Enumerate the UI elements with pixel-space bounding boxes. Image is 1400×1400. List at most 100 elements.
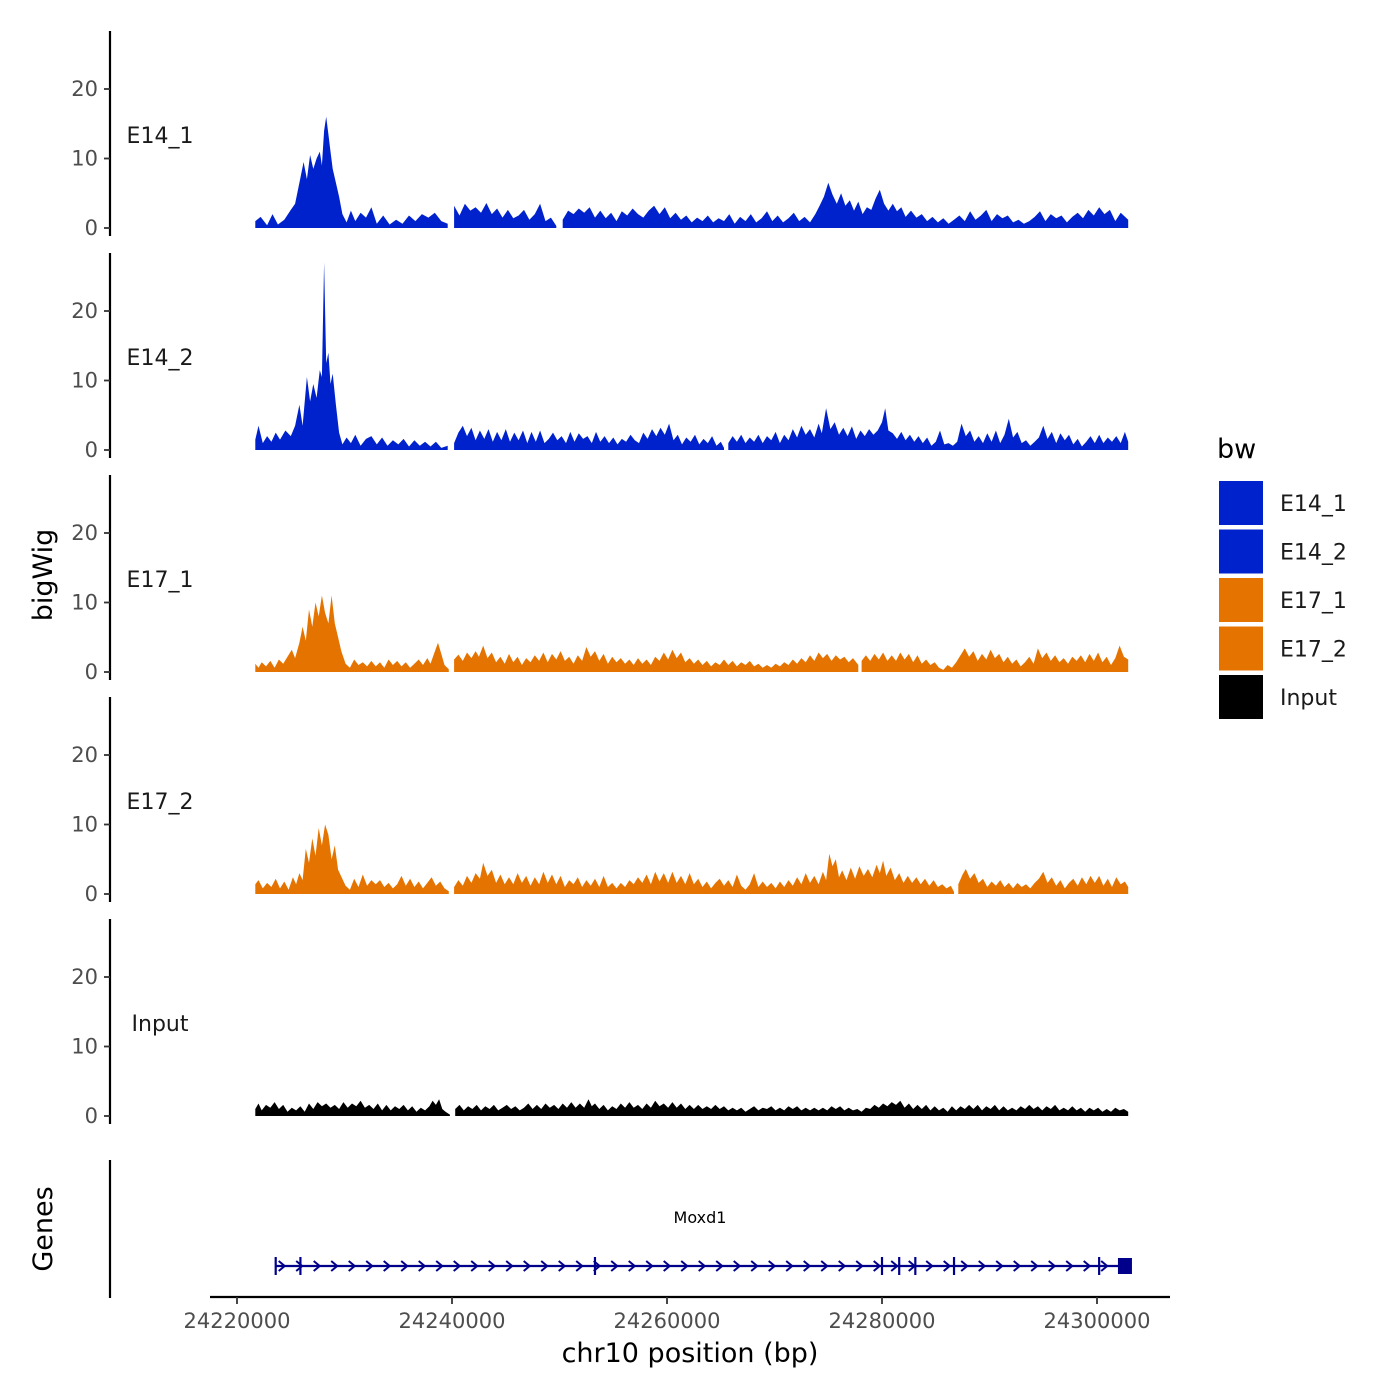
legend-key [1217,479,1265,527]
genes-axis-title: Genes [28,1186,59,1271]
strand-arrow [803,1260,812,1272]
strand-arrow [995,1260,1004,1272]
y-tick-label: 10 [71,369,98,393]
strand-arrow [680,1260,689,1272]
strand-arrow [365,1260,374,1272]
y-tick-label: 0 [85,1104,98,1128]
strand-arrow [890,1260,899,1272]
y-tick-label: 0 [85,882,98,906]
gene-label: Moxd1 [674,1208,727,1227]
track-label: Input [132,1012,189,1037]
strand-arrow [715,1260,724,1272]
strand-arrow [295,1260,304,1272]
strand-arrow [943,1260,952,1272]
y-axis-title: bigWig [28,529,59,622]
strand-arrow [313,1260,322,1272]
x-tick-label: 24240000 [399,1309,506,1333]
strand-arrow [435,1260,444,1272]
y-tick-label: 20 [71,743,98,767]
y-tick-label: 20 [71,521,98,545]
strand-arrow [505,1260,514,1272]
legend-label: Input [1280,686,1337,711]
track-label: E17_2 [127,790,194,815]
strand-arrow [785,1260,794,1272]
y-tick-label: 20 [71,77,98,101]
strand-arrow [1100,1260,1109,1272]
y-tick-label: 10 [71,147,98,171]
signal-area [255,1099,450,1116]
track-e14-2: 0 10 20 E14_2 [71,253,1129,462]
signal-area [562,182,1129,228]
exon-mark [1117,1258,1132,1274]
strand-arrow [558,1260,567,1272]
signal-tracks: 0 10 20 E14_1 0 10 20 E14_2 0 10 20 E17_1 0 10 20 E17_2… [71,31,1129,1128]
strand-arrow [610,1260,619,1272]
legend-key [1217,576,1265,624]
x-axis-title: chr10 position (bp) [562,1338,819,1369]
signal-area [861,645,1129,672]
x-tick-label: 24220000 [184,1309,291,1333]
strand-arrow [645,1260,654,1272]
strand-arrow [400,1260,409,1272]
strand-arrow [663,1260,672,1272]
strand-arrow [1013,1260,1022,1272]
strand-arrow [925,1260,934,1272]
y-tick-label: 10 [71,1035,98,1059]
track-e17-2: 0 10 20 E17_2 [71,697,1129,906]
track-label: E14_1 [127,124,194,149]
y-tick-label: 10 [71,591,98,615]
signal-area [255,595,449,672]
x-tick-label: 24280000 [829,1309,936,1333]
strand-arrow [470,1260,479,1272]
legend-key [1217,527,1265,576]
y-tick-label: 20 [71,965,98,989]
track-e17-1: 0 10 20 E17_1 [71,475,1129,684]
legend: bw E14_1 E14_2 E17_1 E17_2 Input [1217,434,1347,721]
strand-arrow [768,1260,777,1272]
legend-label: E17_1 [1280,589,1347,614]
strand-arrow [488,1260,497,1272]
signal-area [455,1099,1129,1116]
strand-arrow [348,1260,357,1272]
strand-arrow [1030,1260,1039,1272]
y-tick-label: 10 [71,813,98,837]
signal-area [454,203,557,228]
strand-arrow [278,1260,287,1272]
signal-area [958,869,1129,894]
strand-arrow [523,1260,532,1272]
legend-label: E14_2 [1280,541,1347,566]
gene-track: Moxd1 [108,1160,1132,1298]
legend-label: E14_1 [1280,492,1347,517]
y-tick-label: 0 [85,216,98,240]
strand-arrow [733,1260,742,1272]
x-tick-label: 24260000 [614,1309,721,1333]
legend-key [1217,624,1265,673]
signal-area [454,853,954,894]
signal-area [728,408,1129,450]
strand-arrow [1048,1260,1057,1272]
legend-title: bw [1217,434,1256,465]
strand-arrow [978,1260,987,1272]
strand-arrow [873,1260,882,1272]
strand-arrow [960,1260,969,1272]
strand-arrow [575,1260,584,1272]
strand-arrow [1065,1260,1074,1272]
y-tick-label: 20 [71,299,98,323]
strand-arrow [383,1260,392,1272]
legend-label: E17_2 [1280,638,1347,663]
x-axis: 24220000 24240000 24260000 24280000 24300000 [184,1295,1170,1333]
track-label: E14_2 [127,346,194,371]
strand-arrow [418,1260,427,1272]
strand-arrow [628,1260,637,1272]
track-e14-1: 0 10 20 E14_1 [71,31,1129,240]
track-label: E17_1 [127,568,194,593]
signal-area [454,645,859,672]
strand-arrow [698,1260,707,1272]
strand-arrow [330,1260,339,1272]
track-input: 0 10 20 Input [71,919,1129,1128]
strand-arrow [838,1260,847,1272]
strand-arrow [540,1260,549,1272]
strand-arrow [855,1260,864,1272]
x-tick-label: 24300000 [1044,1309,1151,1333]
